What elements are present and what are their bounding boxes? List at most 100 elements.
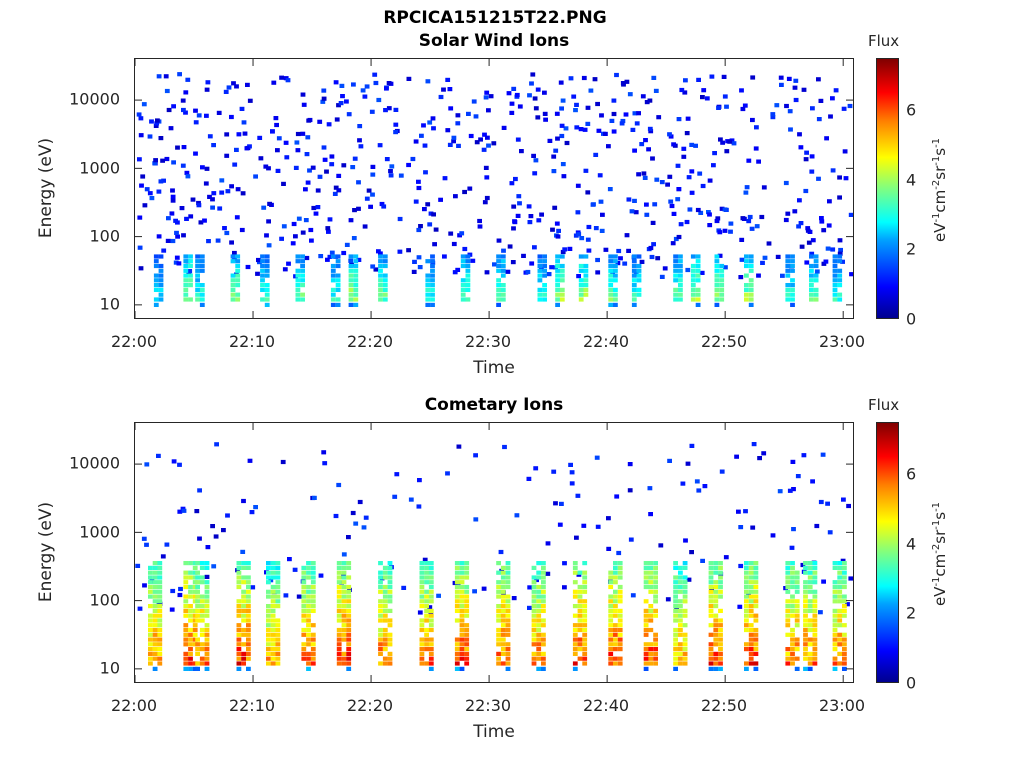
noise-cell <box>141 102 147 107</box>
noise-cell <box>177 509 183 514</box>
noise-cell <box>574 102 579 107</box>
flux-cell <box>464 561 470 566</box>
flux-cell <box>807 604 813 609</box>
flux-cell <box>270 651 276 656</box>
noise-cell <box>384 157 390 162</box>
noise-cell <box>722 207 728 212</box>
noise-cell <box>514 513 520 518</box>
noise-cell <box>519 149 524 154</box>
noise-cell <box>546 272 552 277</box>
flux-cell <box>464 651 470 656</box>
flux-cell <box>275 565 281 570</box>
flux-cell <box>419 647 425 652</box>
noise-cell <box>805 228 811 233</box>
noise-cell <box>321 88 327 93</box>
noise-cell <box>368 204 373 209</box>
flux-cell <box>748 565 754 570</box>
noise-cell <box>553 148 559 153</box>
noise-cell <box>370 172 376 177</box>
flux-cell <box>643 580 649 585</box>
flux-cell <box>301 632 307 637</box>
noise-cell <box>757 456 762 461</box>
noise-cell <box>170 588 176 594</box>
noise-cell <box>255 271 260 276</box>
noise-cell <box>563 126 569 131</box>
flux-cell <box>310 599 316 604</box>
flux-cell <box>454 618 460 623</box>
flux-cell <box>832 297 838 302</box>
noise-cell <box>430 116 436 121</box>
noise-cell <box>386 81 392 86</box>
noise-cell <box>712 151 717 156</box>
flux-cell <box>454 589 460 594</box>
flux-cell <box>382 575 388 580</box>
flux-cell <box>428 584 434 590</box>
flux-cell <box>341 632 347 637</box>
flux-cell <box>531 651 537 656</box>
flux-cell <box>577 642 583 647</box>
noise-cell <box>579 236 585 241</box>
noise-cell <box>486 143 491 148</box>
flux-cell <box>713 637 719 642</box>
flux-cell <box>613 604 618 609</box>
flux-cell <box>306 613 311 618</box>
flux-cell <box>803 666 808 671</box>
flux-cell <box>275 651 281 656</box>
noise-cell <box>606 546 612 551</box>
flux-cell <box>505 604 511 609</box>
flux-cell <box>330 263 336 269</box>
flux-cell <box>157 656 163 661</box>
flux-cell <box>235 292 241 297</box>
noise-cell <box>809 251 815 256</box>
flux-cell <box>505 618 511 623</box>
flux-cell <box>306 570 311 575</box>
noise-cell <box>336 103 341 108</box>
noise-cell <box>423 170 428 175</box>
flux-cell <box>188 613 193 618</box>
flux-cell <box>682 589 688 594</box>
flux-cell <box>794 575 800 580</box>
noise-cell <box>704 96 710 101</box>
x-tick-label: 22:30 <box>464 696 512 715</box>
flux-cell <box>713 604 719 609</box>
noise-cell <box>144 462 150 467</box>
flux-cell <box>809 263 814 269</box>
noise-cell <box>516 194 522 199</box>
flux-cell <box>617 584 623 590</box>
flux-cell <box>152 651 158 656</box>
flux-cell <box>353 259 359 264</box>
noise-cell <box>545 571 551 576</box>
noise-cell <box>207 134 213 139</box>
flux-cell <box>617 647 623 652</box>
flux-cell <box>753 647 759 652</box>
noise-cell <box>535 115 541 120</box>
x-tick-label: 22:00 <box>110 696 158 715</box>
flux-cell <box>199 263 205 269</box>
flux-cell <box>542 287 547 292</box>
flux-cell <box>790 263 795 269</box>
flux-cell <box>430 278 435 283</box>
noise-cell <box>784 103 789 109</box>
noise-cell <box>448 106 454 111</box>
noise-cell <box>731 141 737 146</box>
flux-cell <box>714 273 720 278</box>
flux-cell <box>577 604 583 609</box>
flux-cell <box>748 608 754 613</box>
noise-cell <box>492 262 497 267</box>
flux-cell <box>713 642 719 647</box>
noise-cell <box>197 536 202 541</box>
noise-cell <box>575 183 581 188</box>
noise-cell <box>158 179 164 184</box>
flux-cell <box>708 647 714 652</box>
flux-cell <box>500 651 506 656</box>
noise-cell <box>394 472 400 477</box>
flux-cell <box>157 580 163 585</box>
flux-cell <box>541 594 546 599</box>
flux-cell <box>157 632 163 637</box>
solar-wind-xlabel: Time <box>473 358 515 378</box>
flux-cell <box>505 632 511 637</box>
flux-cell <box>346 637 352 642</box>
flux-cell <box>748 580 754 585</box>
noise-cell <box>171 459 177 464</box>
flux-cell <box>748 263 754 269</box>
